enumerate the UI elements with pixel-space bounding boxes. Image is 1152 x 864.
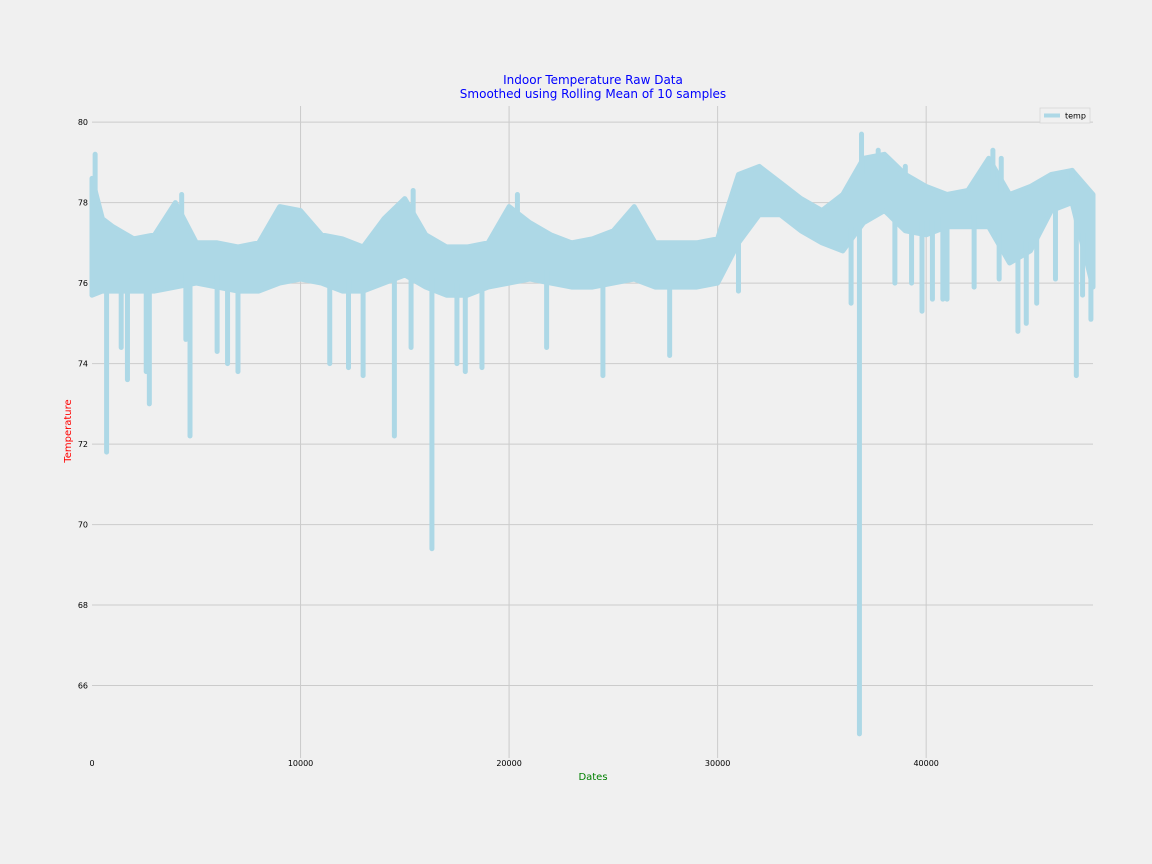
y-tick-label-80: 80 — [78, 118, 88, 127]
x-tick-label-0: 0 — [89, 759, 94, 768]
y-tick-label-68: 68 — [78, 601, 88, 610]
chart-title: Indoor Temperature Raw Data — [503, 73, 683, 87]
y-tick-label-78: 78 — [78, 199, 88, 208]
y-tick-label-72: 72 — [78, 440, 88, 449]
y-tick-label-70: 70 — [78, 521, 88, 530]
x-tick-label-30000: 30000 — [705, 759, 730, 768]
plot-area — [89, 131, 1096, 737]
legend-label-temp: temp — [1065, 112, 1086, 121]
x-tick-label-10000: 10000 — [288, 759, 313, 768]
x-tick-label-40000: 40000 — [913, 759, 938, 768]
y-tick-label-66: 66 — [78, 682, 88, 691]
legend-box — [1039, 107, 1091, 124]
y-tick-label-74: 74 — [78, 360, 88, 369]
y-tick-label-76: 76 — [78, 279, 88, 288]
y-axis-label: Temperature — [63, 399, 74, 463]
chart-subtitle: Smoothed using Rolling Mean of 10 sample… — [460, 87, 726, 101]
legend: temp — [1039, 107, 1091, 124]
x-axis-label: Dates — [578, 772, 607, 783]
x-tick-label-20000: 20000 — [496, 759, 521, 768]
axis-ticks: 66 68 70 72 74 76 78 80 0 10000 20000 30000 40000 — [78, 118, 939, 768]
